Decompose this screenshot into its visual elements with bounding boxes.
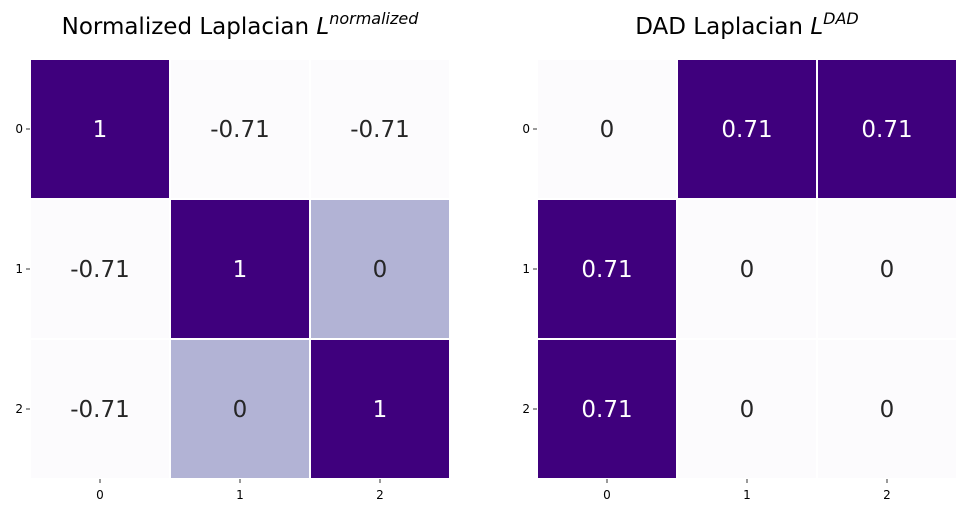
y-tick-label: 1 [522, 262, 530, 276]
cell-value-label-r2-c0: -0.71 [70, 397, 130, 423]
heatmap-cell-r1-c1 [169, 198, 311, 340]
chart-title-dad: DAD Laplacian LDAD [635, 9, 859, 40]
cell-value-label-r1-c1: 1 [233, 257, 248, 283]
cell-value-label-r2-c1: 0 [740, 397, 755, 423]
cell-value-label-r0-c0: 0 [600, 117, 615, 143]
cell-value-label-r0-c2: 0.71 [861, 117, 912, 143]
cell-value-label-r2-c0: 0.71 [581, 397, 632, 423]
heatmap-cell-r1-c2 [816, 198, 958, 340]
y-axis: 0 1 2 [522, 122, 537, 416]
y-axis: 0 1 2 [15, 122, 30, 416]
x-axis: 0 1 2 [96, 479, 384, 502]
heatmap-normalized-laplacian: Normalized Laplacian Lnormalized 1 -0.71 -… [15, 9, 451, 502]
chart-title-text: Normalized Laplacian [62, 14, 317, 40]
heatmap-cell-r1-c0 [29, 198, 171, 340]
cell-value-label-r1-c0: -0.71 [70, 257, 130, 283]
cell-value-label-r1-c2: 0 [373, 257, 388, 283]
y-tick-label: 2 [522, 402, 530, 416]
y-tick-label: 0 [522, 122, 530, 136]
chart-title-normalized: Normalized Laplacian Lnormalized [62, 9, 420, 40]
heatmap-cell-r1-c2 [309, 198, 451, 340]
cell-value-label-r0-c1: 0.71 [721, 117, 772, 143]
x-tick-label: 1 [236, 488, 244, 502]
heatmap-cell-r2-c1 [676, 338, 818, 480]
heatmap-cell-r0-c2 [816, 58, 958, 200]
y-tick-label: 0 [15, 122, 23, 136]
heatmap-cells [536, 58, 958, 480]
heatmap-cell-labels: 1 -0.71 -0.71 -0.71 1 0 -0.71 0 1 [70, 117, 410, 423]
heatmap-cell-r2-c2 [309, 338, 451, 480]
heatmap-cell-r2-c1 [169, 338, 311, 480]
heatmap-cell-r0-c2 [309, 58, 451, 200]
heatmap-cell-r0-c1 [676, 58, 818, 200]
heatmap-cell-r0-c0 [536, 58, 678, 200]
chart-title-math-var: L [316, 14, 329, 40]
cell-value-label-r0-c2: -0.71 [350, 117, 410, 143]
heatmap-cell-r1-c0 [536, 198, 678, 340]
heatmap-cell-r2-c2 [816, 338, 958, 480]
cell-value-label-r1-c2: 0 [880, 257, 895, 283]
heatmap-cell-labels: 0 0.71 0.71 0.71 0 0 0.71 0 0 [581, 117, 912, 423]
cell-value-label-r2-c2: 0 [880, 397, 895, 423]
chart-title-superscript: DAD [823, 9, 859, 28]
cell-value-label-r1-c0: 0.71 [581, 257, 632, 283]
x-tick-label: 2 [883, 488, 891, 502]
y-tick-label: 1 [15, 262, 23, 276]
cell-value-label-r0-c0: 1 [93, 117, 108, 143]
chart-title-superscript: normalized [329, 9, 419, 28]
heatmap-cell-r0-c1 [169, 58, 311, 200]
x-tick-label: 0 [603, 488, 611, 502]
y-tick-label: 2 [15, 402, 23, 416]
cell-value-label-r0-c1: -0.71 [210, 117, 270, 143]
heatmap-cells [29, 58, 451, 480]
cell-value-label-r1-c1: 0 [740, 257, 755, 283]
cell-value-label-r2-c2: 1 [373, 397, 388, 423]
chart-title-math-var: L [810, 14, 823, 40]
heatmap-dad-laplacian: DAD Laplacian LDAD 0 0.71 0.710.71 0 00.71 0 0… [522, 9, 958, 502]
x-tick-label: 0 [96, 488, 104, 502]
x-tick-label: 2 [376, 488, 384, 502]
chart-title-text: DAD Laplacian [635, 14, 810, 40]
cell-value-label-r2-c1: 0 [233, 397, 248, 423]
x-tick-label: 1 [743, 488, 751, 502]
x-axis: 0 1 2 [603, 479, 891, 502]
